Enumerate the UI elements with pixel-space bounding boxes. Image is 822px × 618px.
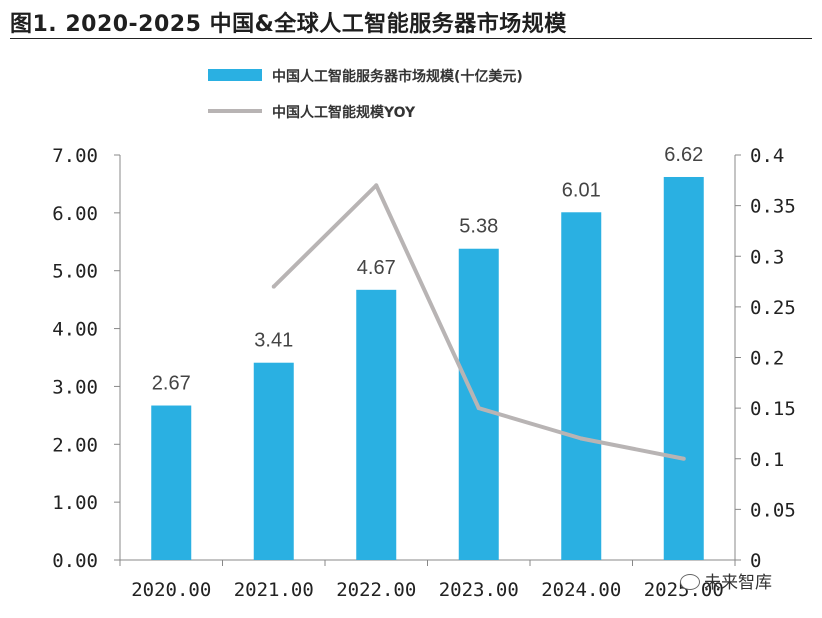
yoy-point xyxy=(681,456,686,461)
watermark-text: 未来智库 xyxy=(704,573,772,593)
legend-swatch-bar xyxy=(208,69,262,81)
chart-title: 图1. 2020-2025 中国&全球人工智能服务器市场规模 xyxy=(10,12,567,37)
data-label: 5.38 xyxy=(459,216,498,238)
data-label: 4.67 xyxy=(357,257,396,279)
y-right-tick-label: 0.4 xyxy=(750,145,784,167)
y-right-tick-label: 0.3 xyxy=(750,246,784,268)
data-label: 3.41 xyxy=(254,330,293,352)
x-tick-label: 2020.00 xyxy=(131,579,211,601)
y-right-tick-label: 0.35 xyxy=(750,196,796,218)
y-right-tick-label: 0.05 xyxy=(750,499,796,521)
bar xyxy=(663,176,704,560)
x-tick-label: 2021.00 xyxy=(234,579,314,601)
axes: 0.00 1.00 2.00 3.00 4.00 5.00 6.00 7.00 0 0.05 0.1… xyxy=(52,145,796,601)
y-right-tick-label: 0.25 xyxy=(750,297,796,319)
bar xyxy=(356,289,397,560)
y-left-tick-label: 6.00 xyxy=(52,203,98,225)
legend: 中国人工智能服务器市场规模(十亿美元) 中国人工智能规模YOY xyxy=(208,68,523,121)
y-right-tick-label: 0.15 xyxy=(750,398,796,420)
y-left-tick-label: 4.00 xyxy=(52,319,98,341)
bar xyxy=(561,212,602,560)
x-tick-label: 2025.00 xyxy=(644,579,724,601)
bar-series xyxy=(151,176,704,560)
yoy-line-series xyxy=(271,183,686,461)
title-rule xyxy=(10,38,812,39)
legend-label-bar: 中国人工智能服务器市场规模(十亿美元) xyxy=(272,68,523,85)
yoy-point xyxy=(476,406,481,411)
y-left-tick-label: 2.00 xyxy=(52,434,98,456)
x-tick-label: 2024.00 xyxy=(541,579,621,601)
wechat-icon xyxy=(680,574,700,590)
legend-label-line: 中国人工智能规模YOY xyxy=(272,104,416,121)
y-right-tick-label: 0.1 xyxy=(750,449,784,471)
y-left-tick-label: 3.00 xyxy=(52,376,98,398)
data-label: 2.67 xyxy=(152,373,191,395)
bar xyxy=(253,362,294,560)
data-label: 6.62 xyxy=(664,144,703,166)
y-left-tick-label: 7.00 xyxy=(52,145,98,167)
watermark: 未来智库 xyxy=(680,568,772,593)
yoy-point xyxy=(374,183,379,188)
data-labels: 2.67 3.41 4.67 5.38 6.01 6.62 xyxy=(152,144,703,395)
yoy-point xyxy=(271,284,276,289)
x-tick-label: 2023.00 xyxy=(439,579,519,601)
data-label: 6.01 xyxy=(562,179,601,201)
y-left-tick-label: 0.00 xyxy=(52,550,98,572)
y-right-tick-label: 0.2 xyxy=(750,348,784,370)
yoy-point xyxy=(579,436,584,441)
bar xyxy=(151,405,192,560)
y-right-tick-label: 0 xyxy=(750,550,761,572)
y-left-tick-label: 1.00 xyxy=(52,492,98,514)
x-tick-label: 2022.00 xyxy=(336,579,416,601)
y-left-tick-label: 5.00 xyxy=(52,261,98,283)
